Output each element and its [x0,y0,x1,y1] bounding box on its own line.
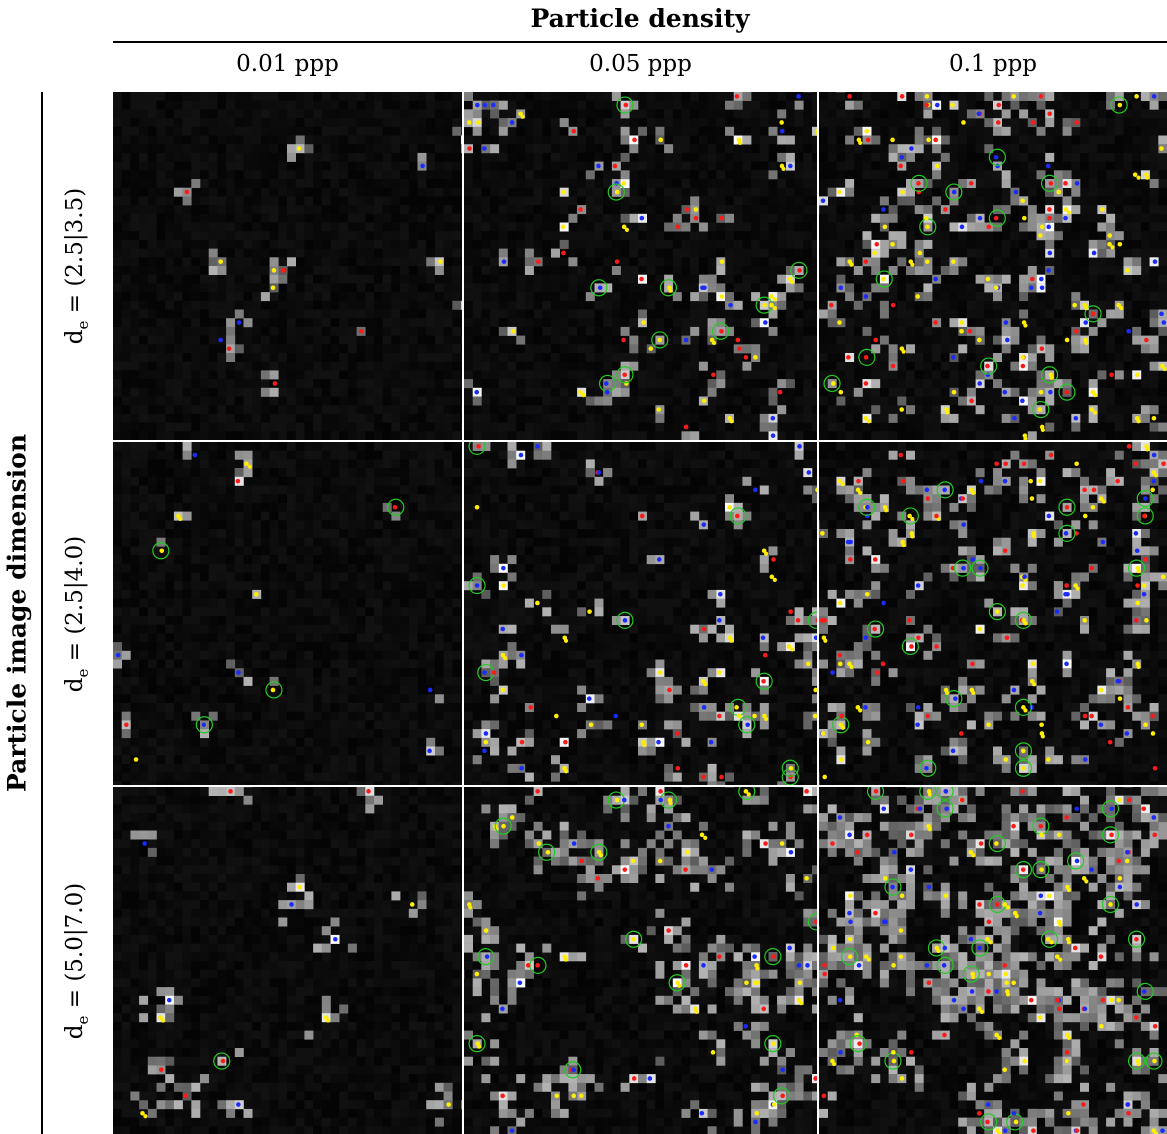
particle-panel-r2-c1 [464,787,817,1134]
particle-image [113,92,462,440]
particle-panel-r0-c0 [113,92,462,440]
particle-image [464,92,817,440]
column-header-1: 0.05 ppp [589,51,692,77]
particle-image [819,442,1167,785]
particle-panel-r2-c2 [819,787,1167,1134]
particle-panel-r2-c0 [113,787,462,1134]
row-axis-title: Particle image dimension [2,433,32,793]
particle-image [113,787,462,1134]
row-header-1: de = (2.5|4.0) [62,535,92,692]
particle-image [819,787,1167,1134]
column-header-0: 0.01 ppp [236,51,339,77]
column-header-2: 0.1 ppp [948,51,1038,77]
top-rule [113,41,1167,43]
left-rule [41,92,43,1134]
particle-panel-r0-c1 [464,92,817,440]
particle-panel-r1-c0 [113,442,462,785]
row-header-0: de = (2.5|3.5) [62,187,92,345]
particle-panel-r0-c2 [819,92,1167,440]
particle-image [113,442,462,785]
particle-panel-r1-c1 [464,442,817,785]
particle-image [464,442,817,785]
particle-image [464,787,817,1134]
row-header-2: de = (5.0|7.0) [62,882,92,1039]
particle-panel-r1-c2 [819,442,1167,785]
particle-image [819,92,1167,440]
row-axis-title-wrap: Particle image dimension [0,92,34,1134]
column-axis-title: Particle density [530,4,750,33]
